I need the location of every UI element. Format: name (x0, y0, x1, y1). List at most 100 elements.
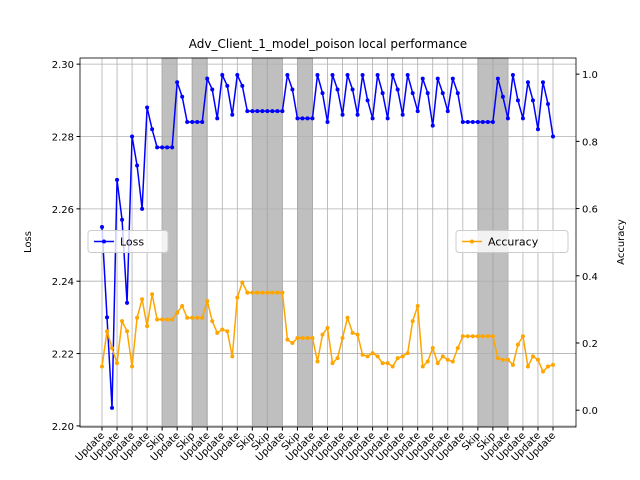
point (145, 324, 150, 329)
point (205, 298, 210, 303)
point (325, 325, 330, 330)
point (200, 315, 205, 320)
point (305, 335, 310, 340)
point (415, 109, 420, 114)
point (440, 91, 445, 96)
point (235, 73, 240, 78)
y2-tick-label: 0.8 (582, 137, 598, 148)
y-tick-label: 2.30 (52, 60, 74, 71)
point (515, 98, 520, 103)
point (350, 330, 355, 335)
point (400, 112, 405, 117)
point (320, 332, 325, 337)
point (110, 405, 115, 410)
plot-frame (79, 57, 577, 428)
point (430, 346, 435, 351)
point (485, 334, 490, 339)
point (490, 334, 495, 339)
point (390, 73, 395, 78)
point (275, 290, 280, 295)
point (155, 317, 160, 322)
point (130, 134, 135, 139)
point (275, 109, 280, 114)
point (425, 359, 430, 364)
point (230, 354, 235, 359)
point (190, 120, 195, 125)
point (465, 334, 470, 339)
point (400, 354, 405, 359)
point (395, 356, 400, 361)
point (290, 340, 295, 345)
point (180, 304, 185, 309)
point (355, 332, 360, 337)
point (125, 300, 130, 305)
point (375, 73, 380, 78)
point (140, 297, 145, 302)
point (360, 352, 365, 357)
point (285, 73, 290, 78)
y2-tick-label: 0.4 (582, 272, 598, 283)
point (500, 94, 505, 99)
point (535, 357, 540, 362)
point (245, 290, 250, 295)
point (325, 120, 330, 125)
point (310, 116, 315, 121)
point (390, 364, 395, 369)
point (175, 80, 180, 85)
point (551, 362, 555, 367)
point (440, 354, 445, 359)
point (195, 315, 200, 320)
point (330, 73, 335, 78)
point (450, 359, 455, 364)
y2-tick-label: 1.0 (582, 70, 598, 81)
y-tick-label: 2.22 (52, 350, 74, 361)
point (165, 145, 170, 150)
point (470, 120, 475, 125)
point (310, 335, 315, 340)
legend-box (455, 230, 569, 253)
point (385, 361, 390, 366)
point (240, 83, 245, 88)
point (365, 354, 370, 359)
point (380, 361, 385, 366)
point (460, 120, 465, 125)
point (385, 116, 390, 121)
point (520, 116, 525, 121)
point (315, 73, 320, 78)
y2-axis-label: Accuracy (616, 219, 627, 265)
point (500, 357, 505, 362)
legend-box (87, 230, 169, 253)
point (510, 73, 515, 78)
point (220, 327, 225, 332)
point (435, 76, 440, 81)
point (395, 87, 400, 92)
point (280, 109, 285, 114)
point (100, 224, 104, 229)
point (340, 112, 345, 117)
point (445, 357, 450, 362)
point (175, 310, 180, 315)
point (260, 290, 265, 295)
point (525, 80, 530, 85)
point (545, 364, 550, 369)
point (165, 317, 170, 322)
y-tick-label: 2.20 (52, 422, 74, 433)
legend-marker (102, 239, 106, 244)
legend-marker (470, 239, 474, 244)
point (225, 83, 230, 88)
point (125, 329, 130, 334)
point (415, 304, 420, 309)
point (455, 346, 460, 351)
skip-band (191, 57, 208, 428)
skip-band (297, 57, 313, 428)
point (465, 120, 470, 125)
point (140, 206, 145, 211)
point (345, 315, 350, 320)
point (170, 145, 175, 150)
point (410, 91, 415, 96)
point (375, 354, 380, 359)
point (195, 120, 200, 125)
point (510, 362, 515, 367)
point (120, 217, 125, 222)
